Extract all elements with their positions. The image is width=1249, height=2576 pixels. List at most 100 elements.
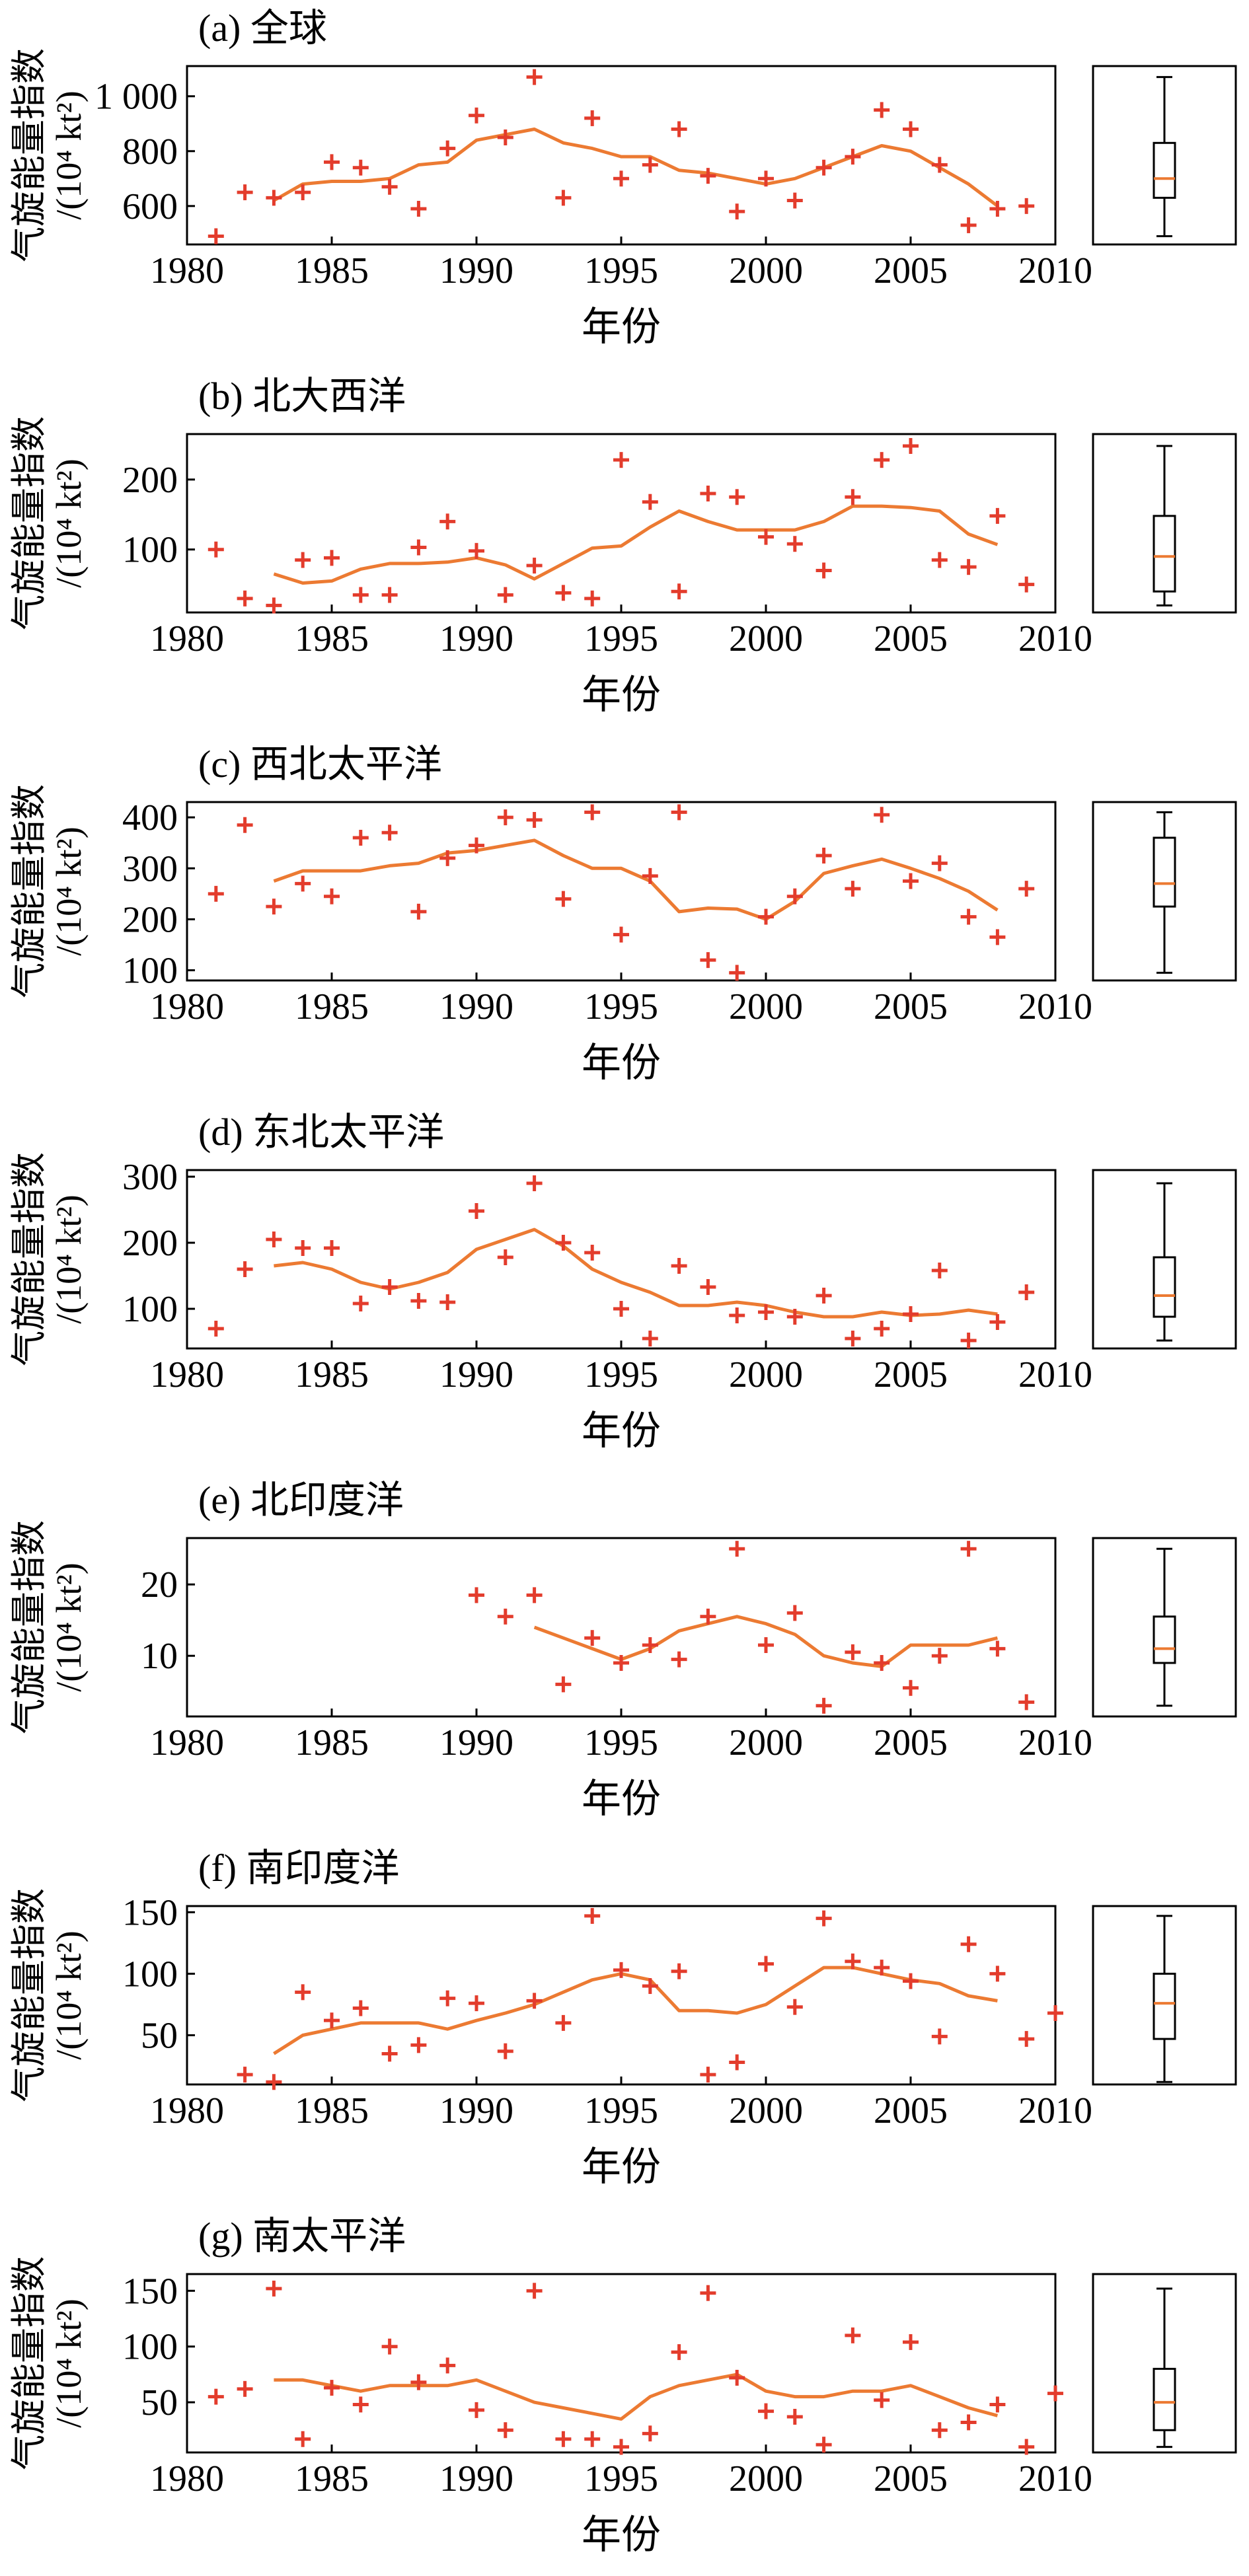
data-point bbox=[903, 121, 919, 137]
data-point bbox=[324, 1240, 340, 1256]
data-point bbox=[845, 881, 861, 897]
data-point bbox=[439, 1990, 456, 2006]
boxplot-frame bbox=[1092, 433, 1237, 614]
plot-frame bbox=[186, 1537, 1057, 1718]
data-point bbox=[815, 1697, 832, 1714]
chart-title: (b) 北大西洋 bbox=[198, 375, 406, 418]
data-point bbox=[352, 2396, 369, 2413]
data-point bbox=[845, 1331, 861, 1346]
y-axis-label-line2: /(10⁴ kt²) bbox=[49, 2299, 89, 2428]
boxplot-frame bbox=[1092, 1905, 1237, 2086]
y-tick-label: 200 bbox=[122, 899, 178, 940]
data-point bbox=[786, 1605, 803, 1621]
y-axis-label-line2: /(10⁴ kt²) bbox=[49, 1931, 89, 2060]
y-tick-label: 50 bbox=[141, 2016, 178, 2057]
data-point bbox=[815, 1288, 832, 1304]
data-point bbox=[613, 1962, 629, 1978]
y-tick-label: 150 bbox=[122, 2271, 178, 2312]
data-point bbox=[815, 1910, 832, 1927]
data-point bbox=[989, 507, 1006, 524]
moving-average-line bbox=[273, 838, 999, 921]
data-point bbox=[786, 1999, 803, 2015]
data-point bbox=[237, 184, 253, 201]
data-point bbox=[1018, 2031, 1035, 2047]
panel-b: (b) 北大西洋 气旋能量指数/(10⁴ kt²) 1980 1985 1990 1995… bbox=[0, 368, 1249, 736]
x-tick-label: 1995 bbox=[584, 2458, 658, 2499]
boxplot-box bbox=[1153, 1972, 1176, 2040]
data-point bbox=[758, 1304, 774, 1320]
data-point bbox=[584, 590, 601, 607]
data-point bbox=[584, 1630, 601, 1646]
data-point bbox=[266, 2074, 282, 2090]
data-point bbox=[613, 2439, 629, 2455]
data-point bbox=[613, 170, 629, 187]
data-point bbox=[1047, 2385, 1063, 2402]
data-point bbox=[295, 1240, 311, 1256]
y-axis-label-line2: /(10⁴ kt²) bbox=[49, 459, 89, 588]
data-point bbox=[266, 899, 282, 915]
data-point bbox=[642, 1331, 658, 1346]
data-point bbox=[874, 807, 890, 823]
x-tick-label: 2010 bbox=[1018, 618, 1092, 659]
data-point bbox=[960, 1936, 977, 1952]
boxplot-frame bbox=[1092, 65, 1237, 246]
data-point bbox=[729, 203, 745, 220]
x-axis-label: 年份 bbox=[582, 305, 661, 349]
x-axis-label: 年份 bbox=[582, 673, 661, 717]
data-point bbox=[526, 1587, 543, 1603]
data-point bbox=[352, 587, 369, 603]
x-tick-label: 1985 bbox=[295, 1354, 369, 1395]
moving-average-line bbox=[273, 1966, 998, 2055]
data-point bbox=[324, 154, 340, 170]
y-tick-label: 200 bbox=[122, 1223, 178, 1264]
x-tick-label: 1990 bbox=[439, 250, 513, 291]
x-tick-label: 1980 bbox=[150, 250, 224, 291]
x-tick-label: 1985 bbox=[295, 2458, 369, 2499]
data-point bbox=[526, 2283, 543, 2299]
moving-average-line bbox=[533, 1615, 998, 1668]
data-point bbox=[931, 855, 948, 871]
x-axis-label: 年份 bbox=[582, 2513, 661, 2557]
data-point bbox=[874, 102, 890, 118]
y-axis-label-line1: 气旋能量指数 bbox=[9, 48, 49, 262]
data-point bbox=[352, 159, 369, 176]
x-tick-label: 1980 bbox=[150, 618, 224, 659]
data-point bbox=[1018, 198, 1035, 214]
y-tick-label: 100 bbox=[122, 1289, 178, 1330]
data-point bbox=[989, 2396, 1006, 2413]
data-point bbox=[410, 1293, 427, 1309]
x-tick-label: 1985 bbox=[295, 250, 369, 291]
data-point bbox=[613, 1655, 629, 1671]
plot-frame bbox=[186, 1169, 1057, 1350]
data-point bbox=[439, 513, 456, 530]
data-point bbox=[324, 888, 340, 904]
boxplot-frame bbox=[1092, 1169, 1237, 1350]
data-point bbox=[989, 1314, 1006, 1330]
boxplot bbox=[1092, 1537, 1237, 1718]
data-point bbox=[555, 585, 572, 601]
data-point bbox=[497, 1608, 513, 1625]
data-point bbox=[758, 1637, 774, 1653]
data-point bbox=[295, 2431, 311, 2447]
data-point bbox=[469, 1587, 484, 1603]
data-point bbox=[931, 157, 948, 173]
data-point bbox=[671, 583, 687, 600]
data-point bbox=[1018, 881, 1035, 897]
boxplot-box bbox=[1153, 141, 1176, 199]
x-axis-label: 年份 bbox=[582, 1041, 661, 1085]
chart-title: (e) 北印度洋 bbox=[198, 1479, 404, 1522]
data-point bbox=[642, 494, 658, 510]
y-axis-label-line1: 气旋能量指数 bbox=[9, 1152, 49, 1366]
data-point bbox=[584, 804, 601, 821]
boxplot-frame bbox=[1092, 1537, 1237, 1718]
boxplot-frame bbox=[1092, 2273, 1237, 2454]
panel-a: (a) 全球 气旋能量指数/(10⁴ kt²) 1980 1985 1990 1995 20… bbox=[0, 0, 1249, 368]
x-tick-label: 1995 bbox=[584, 2090, 658, 2131]
data-point bbox=[237, 590, 253, 607]
x-tick-label: 1995 bbox=[584, 986, 658, 1027]
x-tick-label: 1985 bbox=[295, 2090, 369, 2131]
x-tick-label: 1995 bbox=[584, 250, 658, 291]
data-point bbox=[469, 107, 484, 124]
